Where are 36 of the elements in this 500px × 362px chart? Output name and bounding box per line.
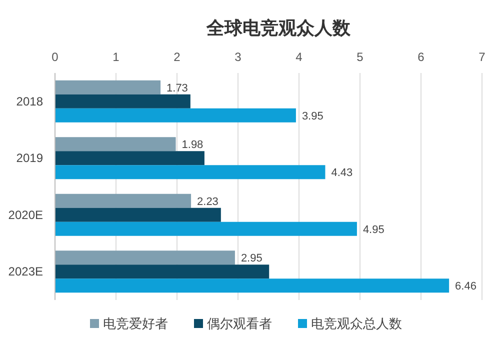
chart-title: 全球电竞观众人数 — [206, 18, 352, 38]
bar — [55, 222, 357, 236]
x-tick-label: 4 — [296, 50, 303, 64]
x-tick-label: 7 — [478, 50, 486, 64]
data-label: 1.73 — [166, 82, 188, 94]
bar — [55, 208, 221, 222]
bar — [55, 278, 450, 293]
bar — [55, 194, 192, 208]
x-tick-label: 6 — [418, 50, 425, 64]
bar — [55, 151, 204, 166]
bar — [55, 80, 161, 94]
bar — [55, 108, 296, 122]
legend-label: 电竞观众总人数 — [311, 316, 402, 331]
bar — [55, 250, 235, 265]
x-tick-label: 1 — [112, 50, 120, 64]
x-tick-label: 3 — [234, 50, 242, 64]
y-tick-label: 2023E — [8, 264, 43, 279]
bar — [55, 137, 176, 152]
data-label: 2.23 — [197, 196, 218, 208]
y-tick-label: 2018 — [16, 94, 44, 108]
y-tick-label: 2019 — [16, 151, 44, 166]
bar — [55, 94, 190, 108]
data-label: 4.43 — [331, 167, 353, 180]
data-label: 4.95 — [362, 224, 384, 236]
bar — [55, 165, 326, 180]
x-tick-label: 2 — [174, 50, 181, 64]
data-label: 3.95 — [302, 110, 324, 122]
y-tick-label: 2020E — [8, 208, 43, 222]
bar — [55, 264, 270, 279]
legend-label: 偶尔观看者 — [207, 316, 272, 331]
data-label: 1.98 — [182, 139, 204, 152]
x-tick-label: 0 — [52, 50, 59, 64]
data-label: 6.46 — [455, 280, 476, 293]
data-label: 2.95 — [240, 252, 262, 265]
legend-label: 电竞爱好者 — [103, 316, 168, 331]
x-tick-label: 5 — [356, 50, 364, 64]
